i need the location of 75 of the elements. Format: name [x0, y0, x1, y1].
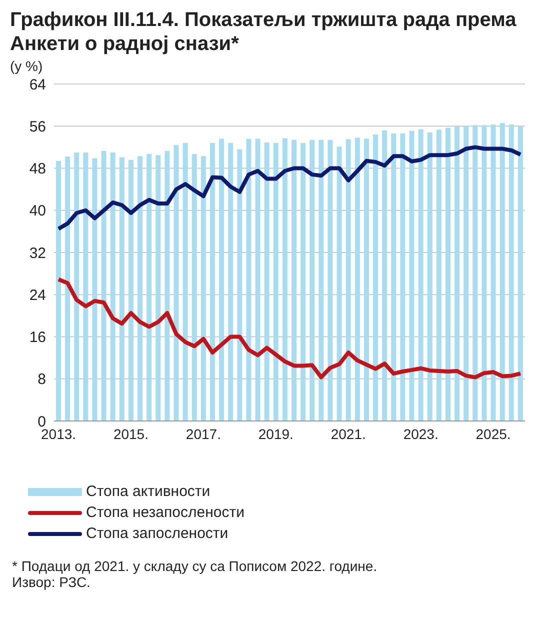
y-tick-label: 24 [29, 286, 46, 304]
y-tick-label: 32 [29, 244, 46, 262]
bar [508, 124, 514, 421]
bar [310, 140, 315, 421]
bar [164, 150, 170, 421]
x-tick-label: 2015. [113, 426, 149, 442]
bar [255, 138, 260, 421]
bar [174, 145, 179, 421]
text: * Подаци од 2021. у складу су са Пописом 2022. године. [12, 558, 378, 574]
bar [56, 160, 61, 421]
bar [292, 140, 296, 421]
bar [490, 124, 496, 421]
bar [454, 126, 460, 421]
text: Извор: РЗС. [12, 574, 92, 590]
bar [210, 142, 215, 421]
bar [237, 149, 242, 421]
bar [418, 129, 424, 421]
bar [464, 126, 469, 421]
x-tick-label: 2017. [186, 426, 221, 442]
bar [219, 138, 224, 421]
bar [182, 142, 188, 421]
bar [138, 156, 143, 421]
bar [228, 142, 234, 421]
y-tick-label: 56 [29, 118, 46, 136]
bar [282, 138, 288, 421]
bar [273, 142, 278, 421]
legend-label: Стопа активности [86, 483, 210, 500]
bar [427, 132, 432, 421]
bar [74, 152, 80, 421]
y-tick-label: 40 [29, 202, 46, 220]
bar [101, 150, 106, 421]
y-tick-label: 64 [29, 76, 46, 94]
bar [346, 139, 351, 421]
bar [83, 152, 88, 421]
bar [192, 154, 197, 421]
bar [445, 128, 450, 421]
bar [146, 154, 152, 421]
bar [364, 138, 369, 421]
line-series [56, 277, 522, 380]
bar [246, 138, 252, 421]
bar [373, 134, 378, 421]
legend-label: Стопа незапослености [86, 504, 244, 521]
bar [65, 156, 70, 421]
bar [110, 152, 116, 421]
bar [318, 140, 324, 421]
bar [482, 125, 487, 421]
bar [328, 140, 333, 421]
line-series [56, 145, 522, 231]
bar [409, 130, 414, 421]
bar [400, 133, 406, 421]
bar [128, 160, 134, 421]
legend-label: Стопа запослености [86, 525, 228, 542]
chart-subtitle: (у %) [10, 58, 44, 74]
y-tick-label: 48 [29, 160, 46, 178]
x-tick-label: 2021. [330, 426, 366, 442]
bar [336, 146, 342, 421]
bar [119, 157, 124, 421]
bar [156, 155, 161, 421]
y-tick-label: 16 [29, 329, 46, 346]
bar [472, 125, 478, 421]
bar [300, 142, 306, 421]
bar [264, 142, 270, 421]
bar [500, 122, 505, 421]
bar [518, 126, 523, 421]
bar [436, 130, 442, 421]
bar [391, 133, 396, 421]
x-tick-label: 2025. [476, 426, 511, 442]
bar [200, 156, 206, 421]
x-tick-label: 2019. [258, 426, 294, 442]
chart-title: Графикон III.11.4. Показатељи тржишта рада према Анкети о радној снази* [10, 8, 518, 56]
bar [354, 138, 360, 421]
y-tick-label: 8 [38, 371, 46, 388]
x-tick-label: 2023. [403, 426, 438, 442]
bar [92, 158, 98, 421]
bar [382, 130, 388, 421]
